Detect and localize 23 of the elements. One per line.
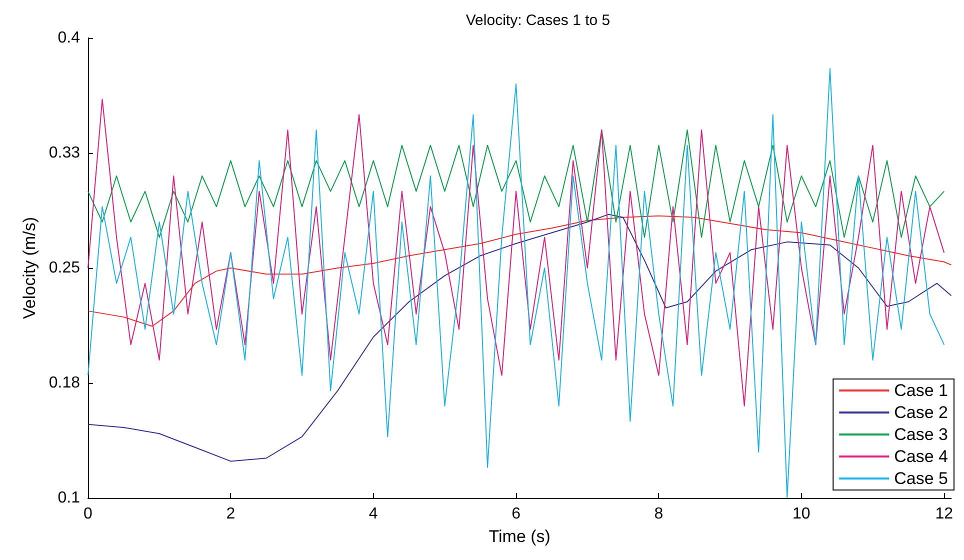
x-tick-label: 2 <box>226 506 236 522</box>
x-tick-label: 0 <box>84 506 93 522</box>
legend-label: Case 1 <box>894 381 948 400</box>
legend-label: Case 3 <box>894 425 948 444</box>
x-tick-label: 10 <box>792 506 810 522</box>
legend-label: Case 5 <box>894 469 948 488</box>
y-tick-label: 0.1 <box>58 490 80 506</box>
chart-title: Velocity: Cases 1 to 5 <box>466 12 610 29</box>
y-tick-label: 0.4 <box>58 30 80 46</box>
legend-label: Case 4 <box>894 447 948 466</box>
x-axis-title: Time (s) <box>488 527 550 546</box>
line-series <box>88 215 952 327</box>
legend-label: Case 2 <box>894 403 948 422</box>
y-tick-label: 0.25 <box>48 260 80 276</box>
x-tick-label: 8 <box>654 506 664 522</box>
y-axis-title: Velocity (m/s) <box>20 216 39 320</box>
x-tick-label: 12 <box>935 506 954 522</box>
x-tick-label: 6 <box>512 506 521 522</box>
line-series <box>88 130 945 238</box>
x-tick-label: 4 <box>368 506 378 522</box>
line-series <box>88 214 952 462</box>
y-tick-label: 0.18 <box>48 374 80 392</box>
y-tick-label: 0.33 <box>48 144 80 162</box>
